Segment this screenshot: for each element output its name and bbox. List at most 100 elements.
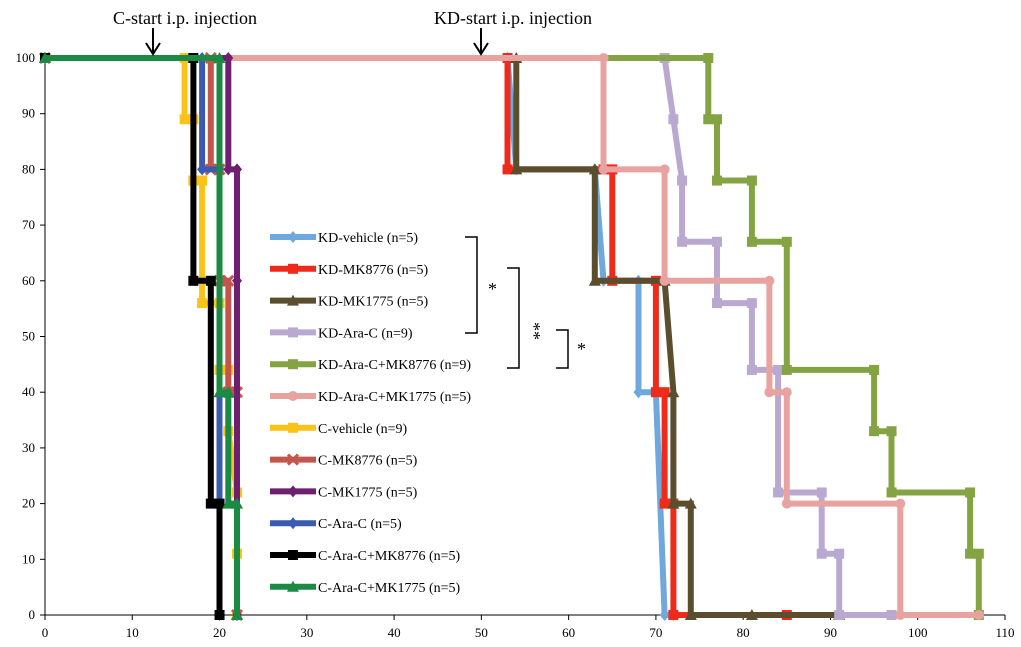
data-point	[712, 114, 722, 125]
data-point	[746, 298, 757, 309]
data-point	[781, 364, 792, 375]
significance-label: *	[577, 339, 586, 359]
data-point	[659, 387, 670, 398]
data-point	[188, 275, 199, 286]
data-point	[895, 498, 906, 509]
injection-annotation: KD-start i.p. injection	[434, 8, 592, 56]
legend-item: C-Ara-C+MK1775 (n=5)	[266, 572, 496, 599]
data-point	[712, 298, 722, 309]
x-tick-label: 50	[475, 625, 488, 640]
data-point	[588, 274, 601, 286]
data-point	[869, 426, 880, 437]
data-point	[205, 498, 216, 509]
data-point	[684, 609, 697, 620]
legend-marker	[287, 580, 299, 592]
data-point	[232, 274, 242, 287]
data-point	[659, 609, 670, 621]
legend-item: C-vehicle (n=9)	[266, 413, 496, 440]
data-point	[677, 175, 688, 186]
significance-bracket: *	[465, 236, 497, 334]
injection-label: C-start i.p. injection	[113, 8, 257, 28]
injection-label: KD-start i.p. injection	[434, 8, 592, 28]
data-point	[214, 610, 225, 620]
data-point	[703, 114, 714, 125]
legend-marker	[288, 485, 298, 498]
data-point	[222, 386, 235, 398]
data-point	[659, 498, 670, 509]
data-point	[667, 386, 680, 398]
legend-label: C-MK8776 (n=5)	[318, 454, 418, 469]
y-tick-label: 50	[22, 329, 35, 344]
x-tick-label: 10	[126, 625, 139, 640]
data-point	[886, 610, 897, 620]
data-point	[598, 53, 609, 63]
x-tick-label: 60	[562, 625, 575, 640]
data-point	[650, 387, 661, 398]
data-point	[973, 610, 984, 620]
data-point	[886, 426, 897, 437]
legend-marker	[288, 359, 298, 370]
x-tick-label: 40	[388, 625, 401, 640]
data-point	[179, 114, 190, 125]
legend-marker	[288, 231, 298, 243]
data-point	[222, 497, 235, 509]
legend-item: KD-Ara-C (n=9)	[266, 318, 496, 345]
legend-marker	[288, 391, 298, 401]
data-point	[973, 548, 984, 559]
y-tick-label: 90	[22, 106, 35, 121]
legend-item: KD-Ara-C+MK1775 (n=5)	[266, 382, 496, 408]
y-tick-label: 80	[22, 161, 35, 176]
legend-label: KD-Ara-C (n=9)	[318, 326, 413, 341]
data-point	[588, 163, 601, 175]
data-point	[677, 236, 688, 247]
data-point	[197, 163, 208, 176]
legend-marker	[288, 263, 298, 274]
x-tick-label: 80	[737, 625, 750, 640]
data-point	[869, 364, 880, 375]
legend-item: C-Ara-C+MK8776 (n=5)	[266, 541, 496, 567]
data-point	[231, 497, 243, 509]
data-point	[712, 236, 722, 247]
legend-marker	[288, 327, 298, 338]
y-tick-label: 60	[22, 273, 35, 288]
data-point	[222, 274, 235, 287]
x-tick-label: 100	[908, 625, 928, 640]
y-tick-label: 0	[29, 607, 36, 622]
x-tick-label: 70	[649, 625, 662, 640]
series-4	[40, 53, 897, 620]
data-point	[834, 548, 845, 559]
data-point	[213, 52, 226, 63]
series-layer	[38, 51, 984, 622]
y-tick-label: 100	[16, 50, 36, 65]
legend-label: KD-Ara-C+MK8776 (n=9)	[318, 358, 471, 373]
significance-label: *	[488, 279, 497, 299]
data-point	[659, 164, 670, 175]
data-point	[205, 275, 216, 286]
legend-label: KD-MK1775 (n=5)	[318, 295, 428, 310]
legend-label: C-Ara-C+MK8776 (n=5)	[318, 549, 460, 564]
data-point	[39, 52, 51, 63]
x-tick-label: 20	[213, 625, 226, 640]
significance-bracket: **	[507, 267, 544, 369]
legend-item: C-MK8776 (n=5)	[266, 445, 496, 472]
legend-marker	[286, 453, 300, 466]
y-tick-label: 30	[22, 440, 35, 455]
data-point	[668, 610, 679, 620]
data-point	[197, 175, 208, 186]
data-point	[746, 364, 757, 375]
legend-label: KD-vehicle (n=5)	[318, 231, 418, 246]
legend-label: KD-MK8776 (n=5)	[318, 263, 428, 278]
data-point	[510, 163, 523, 175]
data-point	[764, 275, 775, 286]
series-10	[40, 52, 225, 621]
legend-marker	[288, 550, 298, 560]
data-point	[746, 175, 757, 186]
data-point	[965, 487, 976, 498]
x-tick-label: 30	[300, 625, 313, 640]
legend: KD-vehicle (n=5) KD-MK8776 (n=5) KD-MK1775…	[266, 223, 496, 599]
data-point	[781, 498, 792, 509]
data-point	[816, 487, 827, 498]
significance-bracket: *	[556, 329, 586, 369]
series-line	[45, 55, 892, 618]
